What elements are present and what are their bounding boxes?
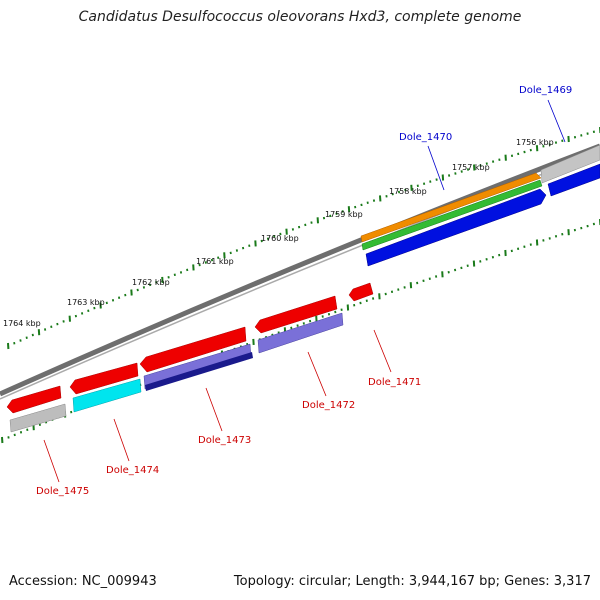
gene-dole-1469-grey[interactable] — [540, 144, 600, 184]
leader-1469 — [547, 99, 566, 143]
gene-dole-1475-arrow[interactable] — [6, 385, 62, 414]
reverse-strand-features — [9, 312, 344, 433]
leader-1472 — [307, 351, 327, 397]
scale-label: 1763 kbp — [67, 298, 105, 307]
leader-1471 — [373, 329, 392, 373]
leader-1473 — [205, 387, 223, 432]
feature-dole-1472-slate[interactable] — [257, 312, 344, 354]
scale-labels: 1764 kbp 1763 kbp 1762 kbp 1761 kbp 1760… — [3, 138, 554, 328]
gene-dole-1469-blue[interactable] — [547, 163, 600, 197]
leader-1470 — [427, 145, 445, 191]
scale-label: 1761 kbp — [196, 257, 234, 266]
gene-dole-1471-arrow[interactable] — [348, 282, 374, 302]
gene-label-dole-1470[interactable]: Dole_1470 — [399, 132, 452, 143]
gene-dole-1470-green[interactable] — [361, 179, 543, 251]
feature-dole-1475-grey[interactable] — [9, 403, 67, 433]
scale-label: 1756 kbp — [516, 138, 554, 147]
reverse-strand-genes — [6, 282, 374, 414]
scale-label: 1760 kbp — [261, 234, 299, 243]
accession-text: Accession: NC_009943 — [9, 574, 157, 589]
gene-label-dole-1471[interactable]: Dole_1471 — [368, 377, 421, 388]
genome-backbone — [0, 143, 600, 397]
gene-dole-1473-arrow[interactable] — [139, 326, 247, 373]
gene-labels: Dole_1469 Dole_1470 Dole_1471 Dole_1472 … — [36, 85, 572, 497]
genome-title: Candidatus Desulfococcus oleovorans Hxd3… — [78, 9, 522, 25]
forward-strand-genes — [360, 144, 600, 267]
genome-stats-text: Topology: circular; Length: 3,944,167 bp… — [233, 574, 591, 589]
gene-label-dole-1474[interactable]: Dole_1474 — [106, 465, 159, 476]
gene-dole-1470-orange[interactable] — [360, 172, 542, 243]
scale-label: 1758 kbp — [389, 187, 427, 196]
feature-dole-1473-navy[interactable] — [145, 352, 253, 391]
gene-label-dole-1475[interactable]: Dole_1475 — [36, 486, 89, 497]
scale-label: 1764 kbp — [3, 319, 41, 328]
scale-label: 1759 kbp — [325, 210, 363, 219]
gene-label-dole-1473[interactable]: Dole_1473 — [198, 435, 251, 446]
scale-ticks-upper — [7, 127, 600, 350]
gene-dole-1472-arrow[interactable] — [254, 295, 338, 334]
scale-label: 1762 kbp — [132, 278, 170, 287]
gene-dole-1474-arrow[interactable] — [69, 362, 139, 395]
gene-label-dole-1472[interactable]: Dole_1472 — [302, 400, 355, 411]
label-leaders — [43, 99, 566, 483]
gene-label-dole-1469[interactable]: Dole_1469 — [519, 85, 572, 96]
feature-dole-1474-cyan[interactable] — [72, 378, 142, 413]
leader-1475 — [43, 439, 60, 483]
scale-label: 1757 kbp — [452, 163, 490, 172]
leader-1474 — [113, 418, 130, 462]
gene-dole-1470-blue[interactable] — [365, 188, 547, 267]
